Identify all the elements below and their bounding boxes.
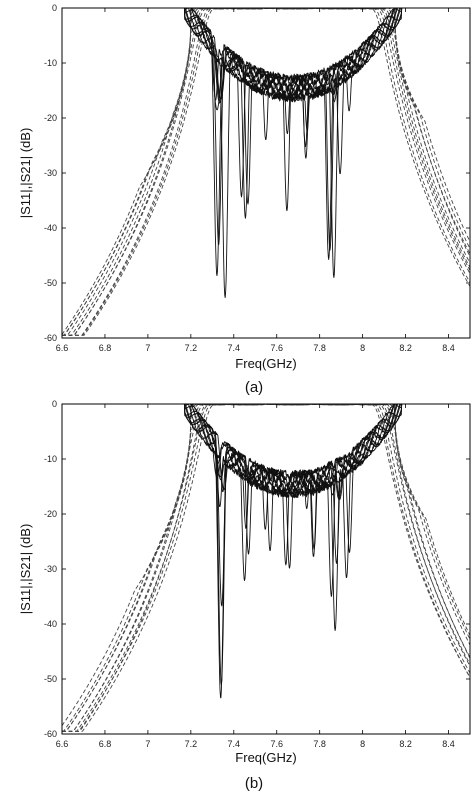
- x-axis-label: Freq(GHz): [235, 356, 296, 371]
- x-tick-label: 8.4: [442, 343, 455, 353]
- s21-transmission-curve: [62, 7, 471, 336]
- y-tick-label: -10: [44, 454, 57, 464]
- panel-label: (a): [245, 379, 263, 396]
- x-tick-label: 7.2: [185, 739, 198, 749]
- y-tick-label: -60: [44, 729, 57, 739]
- plot-background: [62, 8, 470, 338]
- x-tick-label: 6.8: [99, 343, 112, 353]
- x-tick-label: 8.4: [442, 739, 455, 749]
- x-tick-label: 7: [145, 739, 150, 749]
- chart-panel-a: 6.6 6.8 7 7.2 7.4 7.6 7.8 8 8.2 8.4 0 -10 -20 -30 -40…: [18, 3, 471, 396]
- panel-label: (b): [245, 775, 263, 792]
- x-axis-label: Freq(GHz): [235, 750, 296, 765]
- s21-transmission-curve: [62, 403, 471, 732]
- y-axis-label: |S11|,|S21| (dB): [18, 524, 33, 615]
- y-tick-label: -50: [44, 278, 57, 288]
- x-tick-label: 8: [360, 343, 365, 353]
- x-ticks: 6.6 6.8 7 7.2 7.4 7.6 7.8 8 8.2 8.4: [56, 404, 455, 749]
- y-tick-label: -50: [44, 674, 57, 684]
- plot-area: [61, 7, 471, 339]
- x-tick-label: 7.4: [228, 739, 241, 749]
- x-tick-label: 7.2: [185, 343, 198, 353]
- y-tick-label: -30: [44, 168, 57, 178]
- y-tick-label: -10: [44, 58, 57, 68]
- y-axis-label: |S11|,|S21| (dB): [18, 128, 33, 219]
- y-ticks: 0 -10 -20 -30 -40 -50 -60: [44, 3, 470, 343]
- chart-panel-b: 6.6 6.8 7 7.2 7.4 7.6 7.8 8 8.2 8.4 0 -10 -20 -30 -40…: [18, 399, 471, 792]
- y-tick-label: -60: [44, 333, 57, 343]
- y-ticks: 0 -10 -20 -30 -40 -50 -60: [44, 399, 470, 739]
- x-tick-label: 7.4: [228, 343, 241, 353]
- s21-transmission-curve: [62, 7, 471, 336]
- x-tick-label: 8.2: [399, 343, 412, 353]
- y-tick-label: -40: [44, 619, 57, 629]
- plot-area: [61, 403, 471, 735]
- x-ticks: 6.6 6.8 7 7.2 7.4 7.6 7.8 8 8.2 8.4: [56, 8, 455, 353]
- y-tick-label: -30: [44, 564, 57, 574]
- x-tick-label: 6.6: [56, 343, 69, 353]
- y-tick-label: -40: [44, 223, 57, 233]
- y-tick-label: 0: [52, 399, 57, 409]
- y-tick-label: -20: [44, 509, 57, 519]
- x-tick-label: 7.6: [270, 739, 283, 749]
- x-tick-label: 6.8: [99, 739, 112, 749]
- s21-transmission-curve: [62, 403, 471, 732]
- y-tick-label: -20: [44, 113, 57, 123]
- x-tick-label: 7: [145, 343, 150, 353]
- y-tick-label: 0: [52, 3, 57, 13]
- x-tick-label: 7.8: [313, 739, 326, 749]
- x-tick-label: 8: [360, 739, 365, 749]
- plot-background: [62, 404, 470, 734]
- s21-transmission-curve: [62, 403, 471, 732]
- x-tick-label: 7.6: [270, 343, 283, 353]
- x-tick-label: 6.6: [56, 739, 69, 749]
- x-tick-label: 8.2: [399, 739, 412, 749]
- x-tick-label: 7.8: [313, 343, 326, 353]
